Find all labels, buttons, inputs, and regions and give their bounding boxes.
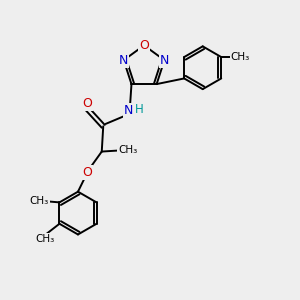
Text: N: N xyxy=(119,54,128,67)
Text: H: H xyxy=(134,103,143,116)
Text: CH₃: CH₃ xyxy=(118,145,137,155)
Text: CH₃: CH₃ xyxy=(30,196,49,206)
Text: O: O xyxy=(139,39,149,52)
Text: N: N xyxy=(160,54,169,67)
Text: O: O xyxy=(82,167,92,179)
Text: CH₃: CH₃ xyxy=(230,52,250,62)
Text: CH₃: CH₃ xyxy=(35,234,54,244)
Text: N: N xyxy=(124,104,133,117)
Text: O: O xyxy=(82,97,92,110)
